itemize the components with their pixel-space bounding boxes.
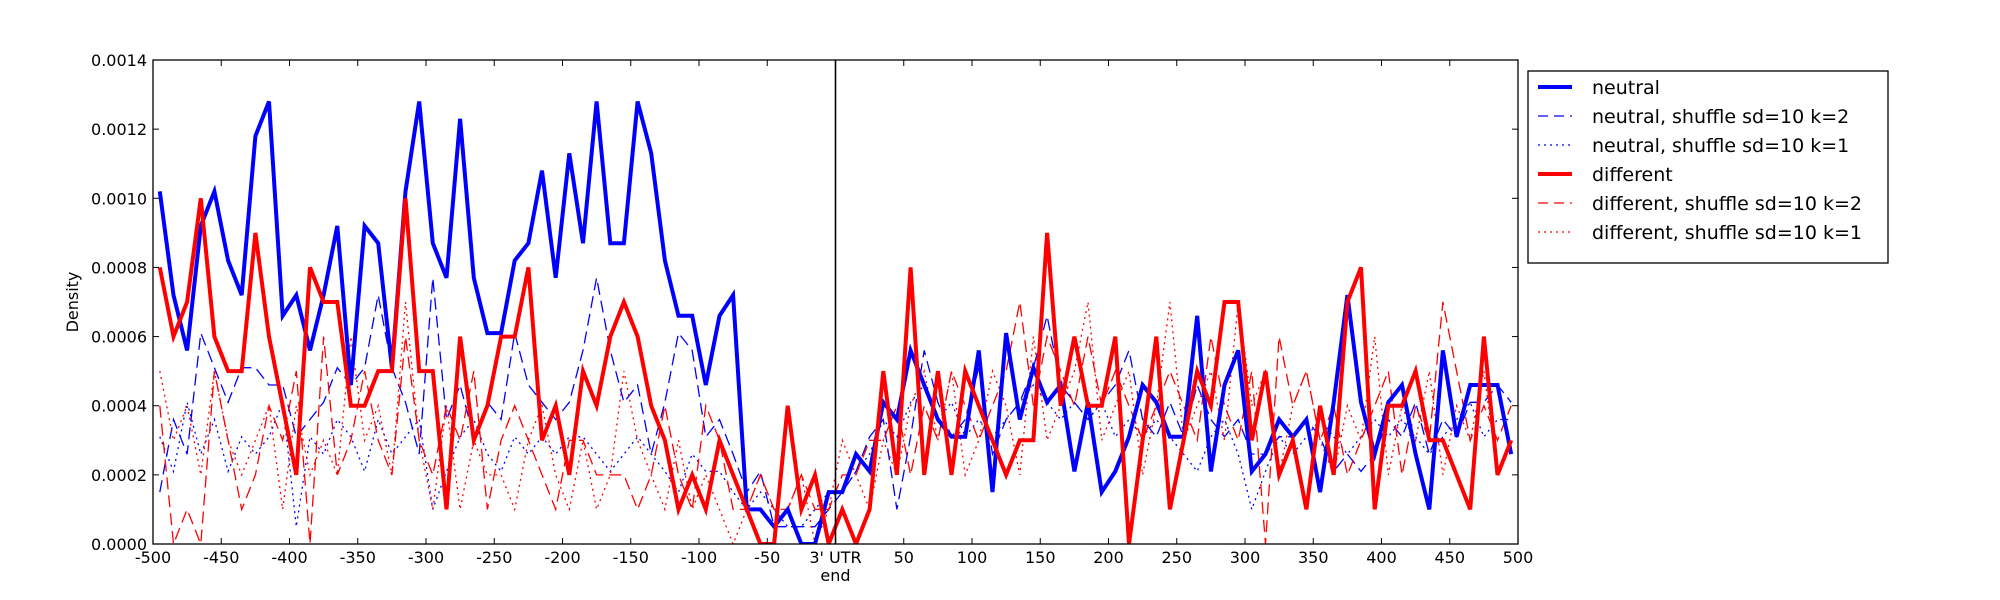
y-tick-label: 0.0002 bbox=[91, 466, 147, 485]
ticks-layer: -500 -450 -400 -350 -300 -250 -200 -150 -100 -50 3… bbox=[91, 51, 1533, 567]
x-tick-label: -50 bbox=[754, 548, 780, 567]
x-tick-label: -200 bbox=[544, 548, 580, 567]
x-tick-label: 450 bbox=[1434, 548, 1465, 567]
y-tick-label: 0.0014 bbox=[91, 51, 147, 70]
x-tick-label: 400 bbox=[1366, 548, 1397, 567]
x-tick-label: 300 bbox=[1230, 548, 1261, 567]
y-tick-label: 0.0012 bbox=[91, 120, 147, 139]
legend-label: different, shuffle sd=10 k=2 bbox=[1592, 193, 1862, 215]
x-tick-label: -150 bbox=[613, 548, 649, 567]
y-tick-label: 0.0008 bbox=[91, 258, 147, 277]
legend-label: neutral bbox=[1592, 77, 1660, 99]
y-tick-label: 0.0004 bbox=[91, 397, 147, 416]
x-tick-label: 500 bbox=[1503, 548, 1534, 567]
legend-label: neutral, shuffle sd=10 k=2 bbox=[1592, 106, 1849, 128]
x-axis-title: end bbox=[820, 566, 850, 585]
x-tick-label: 350 bbox=[1298, 548, 1329, 567]
y-axis-title: Density bbox=[63, 272, 82, 333]
legend-box bbox=[1527, 70, 1889, 264]
x-tick-label: 50 bbox=[894, 548, 914, 567]
x-tick-label: -450 bbox=[203, 548, 239, 567]
x-tick-label: -500 bbox=[135, 548, 171, 567]
x-tick-label: -100 bbox=[681, 548, 717, 567]
x-tick-label: -400 bbox=[271, 548, 307, 567]
x-tick-label: 250 bbox=[1161, 548, 1192, 567]
x-tick-label: -350 bbox=[340, 548, 376, 567]
x-tick-label: -250 bbox=[476, 548, 512, 567]
legend-label: neutral, shuffle sd=10 k=1 bbox=[1592, 135, 1849, 157]
legend-label: different bbox=[1592, 164, 1673, 186]
y-tick-label: 0.0000 bbox=[91, 535, 147, 554]
x-tick-label: 100 bbox=[957, 548, 988, 567]
legend-label: different, shuffle sd=10 k=1 bbox=[1592, 222, 1862, 244]
legend: neutral neutral, shuffle sd=10 k=2 neutral… bbox=[1527, 70, 1889, 264]
x-tick-label: 200 bbox=[1093, 548, 1124, 567]
y-tick-label: 0.0010 bbox=[91, 189, 147, 208]
x-tick-label: -300 bbox=[408, 548, 444, 567]
y-tick-label: 0.0006 bbox=[91, 328, 147, 347]
x-tick-label: 150 bbox=[1025, 548, 1056, 567]
x-tick-label: 3' UTR bbox=[809, 548, 861, 567]
